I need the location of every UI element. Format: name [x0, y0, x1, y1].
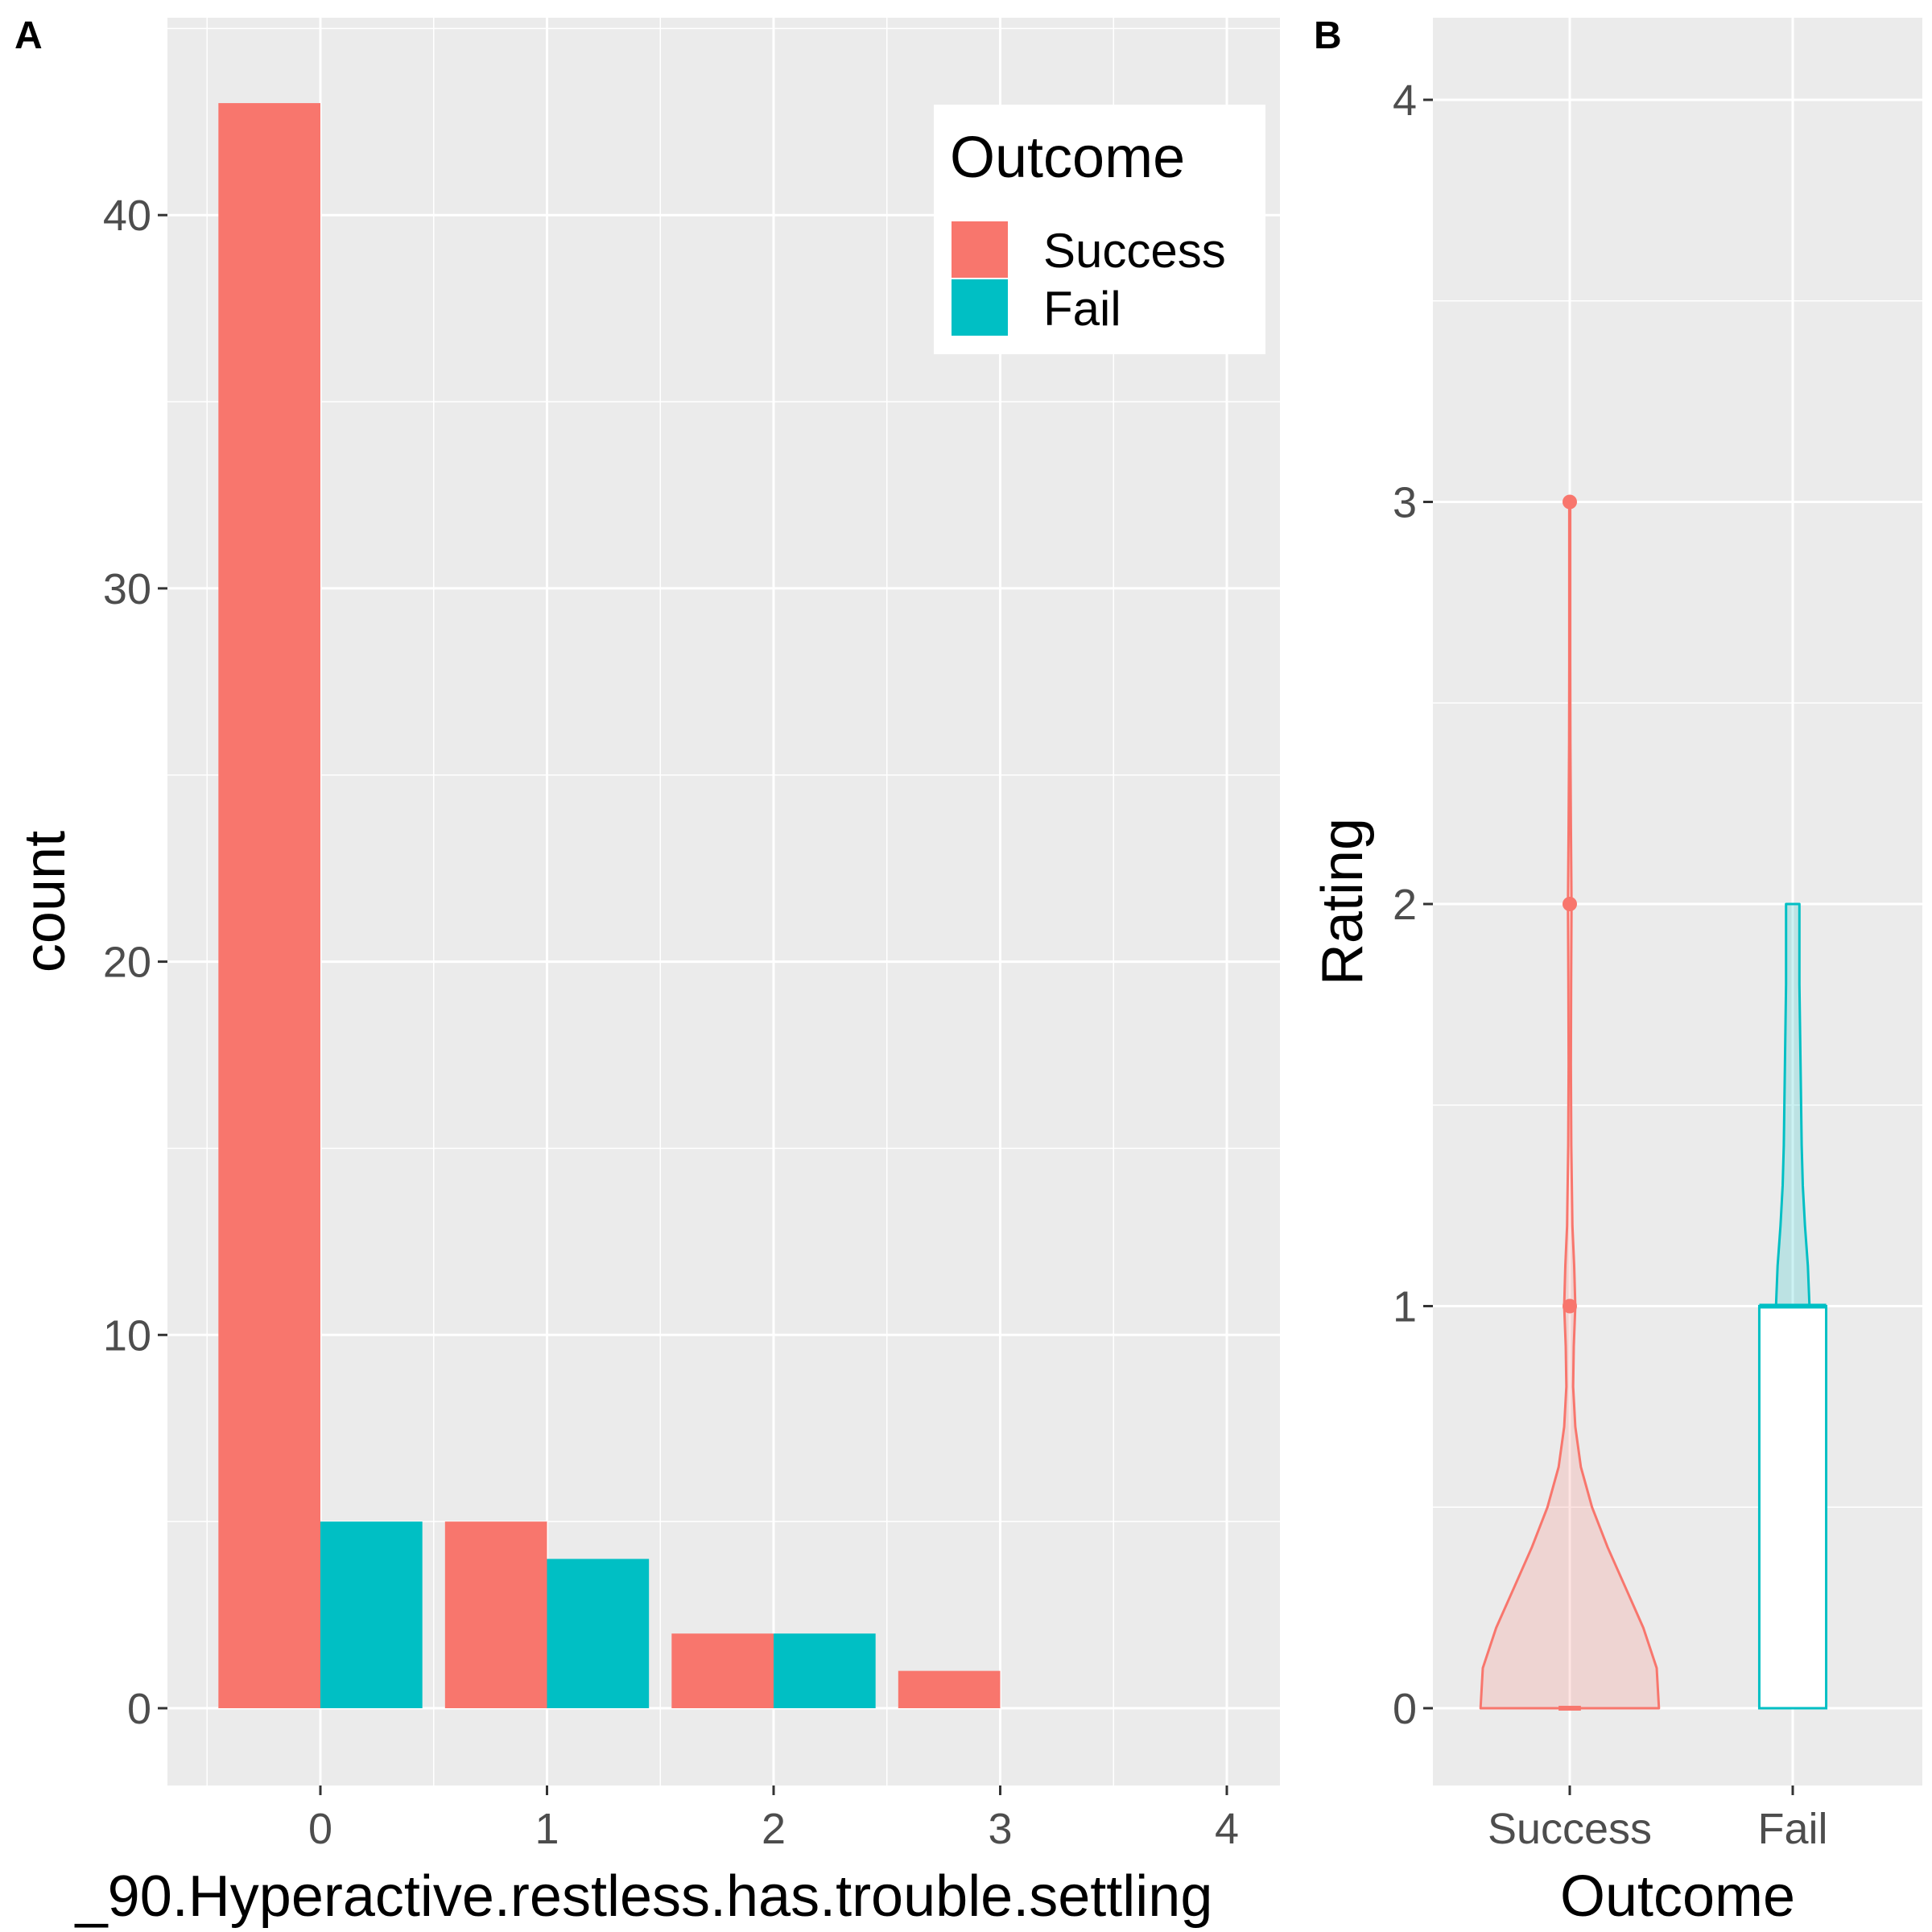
- legend-key-fail: [952, 279, 1008, 336]
- y-tick-label: 0: [127, 1685, 151, 1733]
- panel-b-tag: B: [1314, 14, 1342, 57]
- grid-minor-a: [167, 18, 1280, 1785]
- x-tick-label: 3: [988, 1805, 1012, 1853]
- outlier-point: [1563, 897, 1577, 911]
- bars: [218, 103, 1001, 1709]
- legend-key-success: [952, 221, 1008, 278]
- y-tick-label: 0: [1393, 1685, 1417, 1733]
- violin-chart-panel: 0 1 2 3 4 Success Fail Rating Outcome: [1311, 18, 1922, 1929]
- panel-a-tag: A: [14, 14, 43, 57]
- y-tick-label: 4: [1393, 76, 1417, 125]
- x-axis-ticks-a: 0 1 2 3 4: [308, 1785, 1239, 1853]
- plot-background-b: [1433, 18, 1922, 1785]
- x-axis-title-a: _90.Hyperactive.restless.has.trouble.set…: [74, 1864, 1213, 1929]
- bar-chart-panel: 0 10 20 30 40 0 1 2 3 4 count _90.Hyperactive.re…: [13, 18, 1280, 1929]
- x-tick-label: 0: [308, 1805, 332, 1853]
- bar-success-0: [218, 103, 320, 1709]
- y-tick-label: 1: [1393, 1283, 1417, 1331]
- violin-fail: [1774, 902, 1811, 1307]
- x-tick-label: Fail: [1757, 1805, 1827, 1853]
- bar-success-1: [444, 1521, 547, 1708]
- y-tick-label: 30: [103, 565, 151, 613]
- bar-fail-1: [547, 1558, 650, 1708]
- bar-success-2: [671, 1633, 774, 1708]
- bar-fail-0: [320, 1521, 423, 1708]
- x-axis-title-b: Outcome: [1560, 1864, 1795, 1929]
- x-tick-label: Success: [1488, 1805, 1652, 1853]
- box-fail: [1757, 1305, 1828, 1710]
- y-axis-title-b: Rating: [1311, 818, 1375, 985]
- outlier-point: [1563, 494, 1577, 510]
- x-axis-ticks-b: Success Fail: [1488, 1785, 1828, 1853]
- y-axis-ticks-b: 0 1 2 3 4: [1393, 76, 1433, 1733]
- y-tick-label: 3: [1393, 479, 1417, 527]
- y-axis-title-a: count: [13, 831, 77, 972]
- x-tick-label: 1: [535, 1805, 559, 1853]
- bar-success-3: [898, 1670, 1001, 1708]
- legend-label-success: Success: [1043, 224, 1226, 278]
- violins: [1479, 494, 1828, 1711]
- grid-minor-b: [1433, 300, 1922, 1508]
- y-axis-ticks-a: 0 10 20 30 40: [103, 192, 167, 1733]
- x-tick-label: 4: [1215, 1805, 1239, 1853]
- legend: Outcome Success Fail: [934, 105, 1265, 354]
- y-tick-label: 2: [1393, 881, 1417, 929]
- y-tick-label: 40: [103, 192, 151, 240]
- y-tick-label: 10: [103, 1311, 151, 1360]
- x-tick-label: 2: [762, 1805, 786, 1853]
- legend-label-fail: Fail: [1043, 282, 1121, 336]
- outlier-point: [1563, 1298, 1577, 1314]
- bar-fail-2: [774, 1633, 876, 1708]
- legend-title: Outcome: [950, 126, 1185, 190]
- y-tick-label: 20: [103, 939, 151, 987]
